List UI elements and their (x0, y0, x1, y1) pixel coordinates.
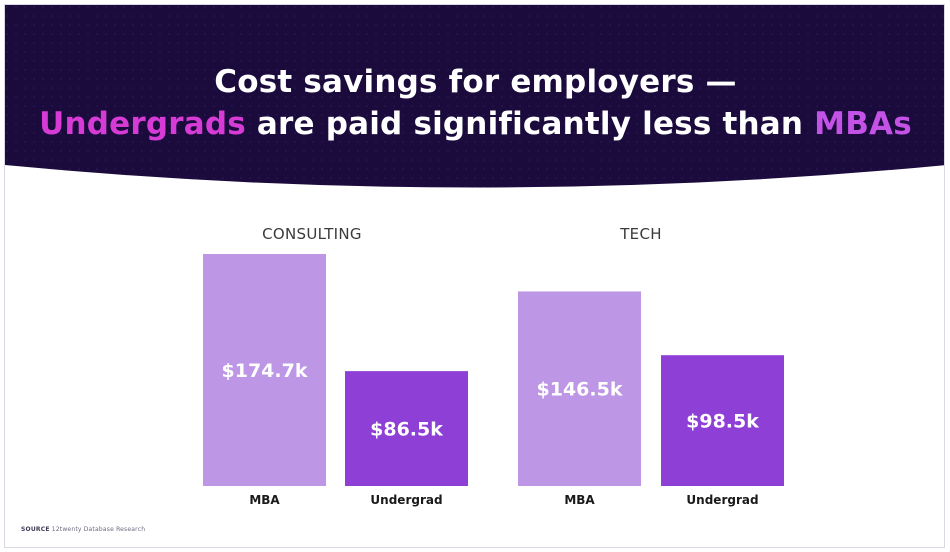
source-label: SOURCE (21, 526, 50, 533)
data-label-consulting-undergrad: $86.5k (370, 419, 443, 441)
chart-title: Cost savings for employers — Undergrads … (5, 61, 944, 145)
title-highlight-undergrads: Undergrads (39, 106, 246, 142)
source-text: 12twenty Database Research (51, 526, 146, 533)
title-line-2: Undergrads are paid significantly less t… (5, 103, 944, 145)
data-label-tech-mba: $146.5k (537, 379, 623, 401)
slide: Cost savings for employers — Undergrads … (4, 4, 945, 548)
bar-chart: CONSULTING $174.7k MBA $86.5k Undergrad TECH $… (203, 225, 784, 507)
group-title-tech: TECH (619, 225, 662, 243)
category-label-consulting-undergrad: Undergrad (370, 493, 442, 507)
title-highlight-mbas: MBAs (814, 106, 912, 142)
title-line-1: Cost savings for employers — (214, 64, 737, 100)
category-label-tech-mba: MBA (564, 493, 595, 507)
title-banner (5, 5, 944, 188)
category-label-tech-undergrad: Undergrad (686, 493, 758, 507)
source-note: SOURCE 12twenty Database Research (21, 526, 145, 533)
group-title-consulting: CONSULTING (262, 225, 362, 243)
data-label-consulting-mba: $174.7k (222, 360, 308, 382)
bar-consulting-undergrad (345, 371, 468, 486)
bar-tech-mba (518, 291, 641, 486)
bar-consulting-mba (203, 254, 326, 486)
title-line-2-middle: are paid significantly less than (245, 106, 815, 142)
data-label-tech-undergrad: $98.5k (686, 411, 759, 433)
bar-tech-undergrad (661, 355, 784, 486)
category-label-consulting-mba: MBA (249, 493, 280, 507)
